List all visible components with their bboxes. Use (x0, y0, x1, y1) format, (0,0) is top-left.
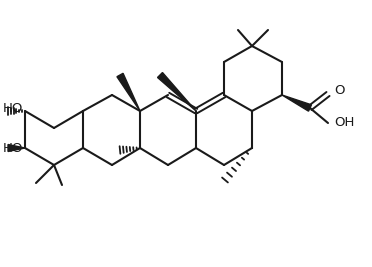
Polygon shape (157, 73, 196, 111)
Text: OH: OH (334, 116, 355, 129)
Polygon shape (8, 144, 25, 151)
Text: HO: HO (3, 142, 23, 155)
Polygon shape (117, 73, 140, 111)
Polygon shape (282, 95, 311, 111)
Text: HO: HO (3, 101, 23, 115)
Text: O: O (334, 84, 344, 96)
